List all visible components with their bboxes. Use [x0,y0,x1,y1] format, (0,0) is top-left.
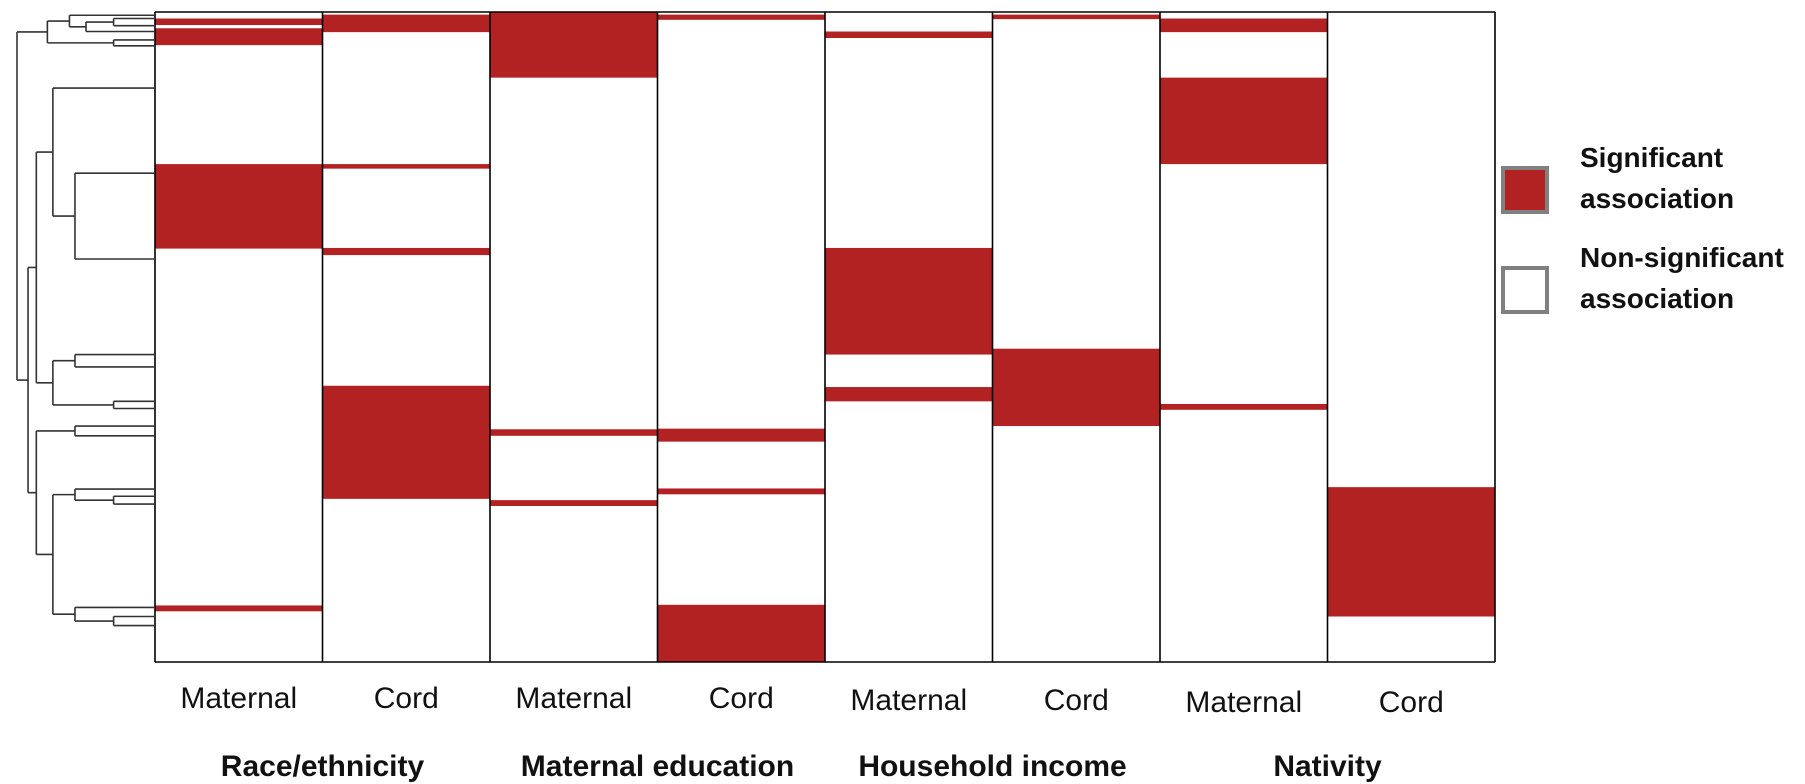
significant-cell [323,386,491,499]
column-label: Maternal [515,682,632,715]
group-label: Nativity [1273,750,1382,783]
significant-cell [1160,19,1328,33]
column-label: Cord [1044,684,1109,717]
column-label: Cord [709,682,774,715]
significant-cell [658,429,826,442]
dendrogram [17,15,155,625]
group-labels: Race/ethnicity Maternal education Househol… [221,750,1382,783]
significant-cell [1160,404,1328,410]
significant-cell [1160,78,1328,164]
legend: Significant association Non-significant ass… [1503,142,1784,314]
significant-cell [490,429,658,436]
group-label: Race/ethnicity [221,750,425,783]
column-label: Cord [374,682,439,715]
column-labels: Maternal Cord Maternal Cord Maternal Cord Mate… [180,682,1443,719]
column-label: Cord [1379,686,1444,719]
column-label: Maternal [180,682,297,715]
legend-label: association [1580,283,1734,314]
significant-cell [323,248,491,255]
significant-cell [825,387,993,401]
significant-cell [658,15,826,20]
significant-cell [323,164,491,169]
significant-cell [155,164,323,249]
column-label: Maternal [1185,686,1302,719]
significant-cell [155,605,323,611]
group-label: Household income [858,750,1126,783]
significant-cell [993,349,1161,426]
heatmap-column-background [155,12,323,662]
heatmap-columns [155,12,1495,662]
significant-cell [1328,487,1496,616]
significant-cell [155,28,323,45]
legend-swatch-significant [1503,168,1547,212]
legend-label: association [1580,183,1734,214]
significant-cell [323,15,491,33]
heatmap-column-background [490,12,658,662]
legend-swatch-non-significant [1503,268,1547,312]
significant-cell [658,488,826,494]
legend-label: Non-significant [1580,242,1784,273]
significant-cell [490,12,658,78]
heatmap-column-background [658,12,826,662]
significant-cell [155,19,323,26]
significant-cell [658,605,826,662]
heatmap-column-background [323,12,491,662]
significant-cell [993,15,1161,20]
significant-cell [825,32,993,39]
column-label: Maternal [850,684,967,717]
significant-cell [490,500,658,506]
heatmap-column-background [993,12,1161,662]
legend-label: Significant [1580,142,1723,173]
significant-cell [825,248,993,355]
group-label: Maternal education [521,750,794,783]
